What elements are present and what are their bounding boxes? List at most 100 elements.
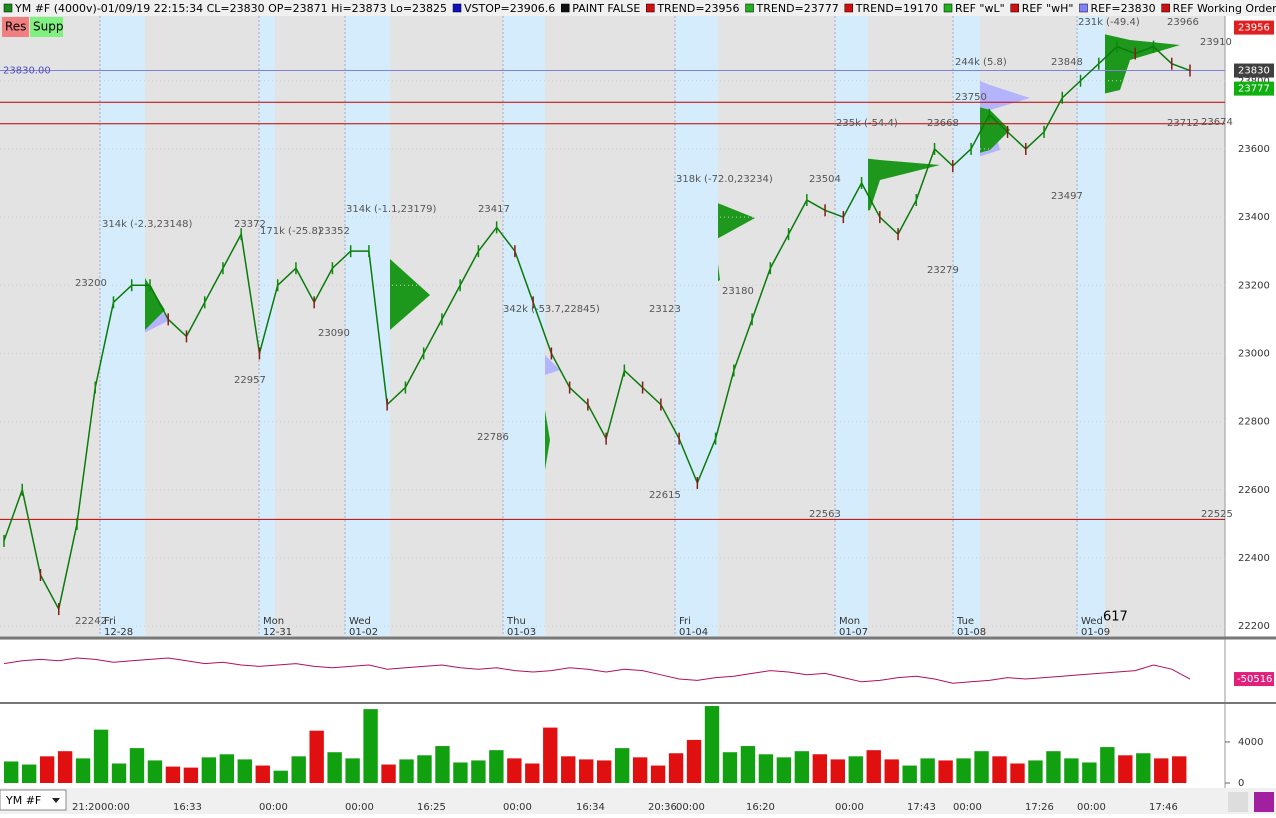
annotation: 23372	[234, 219, 266, 230]
volume-tick-label: 4000	[1238, 737, 1263, 748]
volume-bar	[992, 756, 1007, 783]
session-day: Mon	[839, 616, 860, 627]
button-label: Res	[5, 20, 26, 34]
legend-item: REF "wL"	[955, 2, 1005, 15]
annotation: 23848	[1051, 57, 1083, 68]
volume-bar	[614, 748, 630, 783]
volume-bar	[579, 759, 594, 783]
annotation: 231k (-49.4)	[1078, 17, 1140, 28]
session-day: Wed	[1081, 616, 1103, 627]
time-label: 00:00	[345, 802, 374, 813]
time-label: 00:00	[503, 802, 532, 813]
toggle-button[interactable]	[30, 17, 63, 37]
annotation: 23668	[927, 118, 959, 129]
volume-bar	[1154, 758, 1169, 783]
volume-bar	[525, 763, 540, 783]
session-date: 12-28	[104, 627, 133, 638]
session-band	[1077, 16, 1105, 636]
volume-bar	[884, 759, 899, 783]
add-button[interactable]	[1254, 792, 1274, 812]
volume-bar	[632, 757, 648, 783]
volume-bar	[183, 767, 199, 783]
price-axis-bg	[1225, 16, 1276, 788]
volume-bar	[75, 758, 91, 783]
volume-bar	[21, 764, 37, 783]
volume-bar	[345, 758, 360, 783]
volume-bar	[111, 763, 127, 783]
volume-bar	[1172, 756, 1187, 783]
volume-bar	[1064, 758, 1079, 783]
volume-bar	[866, 750, 881, 783]
time-label: 17:46	[1149, 802, 1178, 813]
y-tick-label: 22400	[1238, 553, 1270, 564]
volume-bar	[219, 754, 235, 783]
volume-bar	[93, 729, 109, 783]
volume-bar	[938, 760, 953, 783]
volume-bar	[129, 748, 145, 783]
annotation: 22525	[1201, 509, 1233, 520]
oscillator-tag-label: -50516	[1237, 674, 1272, 685]
time-label: 00:00	[953, 802, 982, 813]
toggle-button[interactable]	[2, 17, 29, 37]
annotation: 23504	[809, 174, 841, 185]
volume-bar	[543, 727, 558, 783]
annotation: 23180	[722, 286, 754, 297]
legend-item: VSTOP=23906.6	[464, 2, 555, 15]
time-label: 16:25	[417, 802, 446, 813]
legend-swatch	[745, 3, 754, 13]
session-day: Fri	[679, 616, 691, 627]
legend-item: TREND=19170	[855, 2, 938, 15]
refresh-button[interactable]	[1228, 792, 1248, 812]
annotation: 23674	[1201, 117, 1233, 128]
volume-bar	[1100, 747, 1115, 783]
volume-bar	[561, 756, 576, 783]
y-tick-label: 22200	[1238, 621, 1270, 632]
session-date: 01-09	[1081, 627, 1110, 638]
time-label: 21:20	[72, 802, 101, 813]
volume-bar	[4, 761, 19, 783]
session-day: Wed	[349, 616, 371, 627]
price-tag	[1234, 20, 1274, 35]
volume-bar	[165, 766, 181, 783]
oscillator-tag	[1234, 672, 1274, 687]
y-tick-label: 22600	[1238, 485, 1270, 496]
volume-bar	[740, 746, 756, 783]
volume-bar	[309, 730, 324, 783]
annotation: 171k (-25.8)	[260, 226, 322, 237]
volume-bar	[686, 739, 702, 783]
session-band	[503, 16, 545, 636]
volume-bar	[974, 751, 989, 783]
price-panel-bg	[0, 16, 1225, 636]
volume-bar	[507, 758, 522, 783]
legend-swatch	[452, 3, 462, 13]
volume-bar	[39, 756, 55, 783]
annotation: 342k (-53.7,22845)	[503, 304, 600, 315]
annotation: 23200	[75, 278, 107, 289]
price-tag-label: 23956	[1238, 23, 1270, 34]
time-label: 16:33	[173, 802, 202, 813]
session-day: Thu	[506, 616, 526, 627]
symbol-dropdown[interactable]	[0, 789, 67, 811]
annotation: 23497	[1051, 191, 1083, 202]
volume-bar	[848, 756, 863, 783]
volume-bar	[327, 752, 342, 783]
dropdown-arrow	[52, 798, 60, 803]
annotation: 23910	[1200, 37, 1232, 48]
annotation: 22563	[809, 509, 841, 520]
volume-bar	[597, 760, 612, 783]
time-label: 00:00	[835, 802, 864, 813]
session-date: 01-08	[957, 627, 986, 638]
time-label: 00:00	[101, 802, 130, 813]
session-band	[953, 16, 980, 636]
volume-bar	[668, 753, 684, 783]
time-label: 17:26	[1025, 802, 1054, 813]
annotation: 23123	[649, 304, 681, 315]
volume-bar	[399, 759, 414, 783]
time-label: 16:20	[746, 802, 775, 813]
annotation: 22786	[477, 432, 509, 443]
volume-bar	[489, 750, 504, 783]
session-date: 01-02	[349, 627, 378, 638]
volume-bar	[956, 758, 971, 783]
price-tag-label: 23777	[1238, 84, 1270, 95]
annotation: 318k (-72.0,23234)	[676, 174, 773, 185]
